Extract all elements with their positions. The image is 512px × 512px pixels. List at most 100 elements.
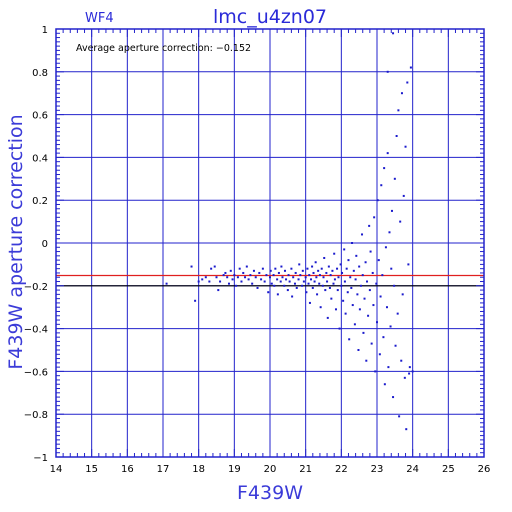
x-tick-label: 24	[406, 464, 419, 475]
data-point	[293, 282, 296, 285]
data-point	[318, 282, 321, 285]
data-point	[334, 308, 337, 311]
data-point	[256, 286, 259, 289]
data-point	[194, 299, 197, 302]
data-point	[369, 250, 372, 253]
data-point	[408, 366, 411, 369]
data-point	[240, 280, 243, 283]
data-point	[333, 278, 336, 281]
data-point	[312, 271, 315, 274]
data-point	[356, 293, 359, 296]
data-point	[408, 372, 411, 375]
data-point	[286, 289, 289, 292]
data-point	[353, 323, 356, 326]
data-point	[227, 282, 230, 285]
data-point	[340, 284, 343, 287]
data-point	[236, 276, 239, 279]
data-point	[338, 327, 341, 330]
data-point	[376, 321, 378, 324]
data-point	[292, 276, 295, 279]
data-point	[400, 359, 403, 362]
data-point	[215, 276, 218, 279]
data-point	[269, 269, 272, 272]
data-point	[315, 276, 318, 279]
data-point	[311, 286, 314, 289]
data-point	[331, 269, 334, 272]
data-point	[336, 289, 339, 292]
data-point	[348, 338, 351, 341]
data-point	[219, 280, 222, 283]
x-tick-label: 25	[442, 464, 455, 475]
data-point	[381, 274, 384, 277]
data-point	[332, 282, 335, 285]
y-tick-label: −0.8	[24, 410, 48, 421]
data-point	[383, 383, 386, 386]
chart-title: lmc_u4zn07	[213, 6, 327, 28]
y-tick-label: −0.2	[24, 282, 48, 293]
data-point	[366, 280, 369, 283]
data-point	[378, 353, 381, 356]
data-point	[314, 261, 317, 264]
data-point	[358, 308, 361, 311]
data-point	[344, 312, 347, 315]
data-point	[368, 224, 371, 227]
data-point	[291, 295, 294, 298]
data-point	[235, 284, 238, 287]
data-point	[367, 314, 370, 317]
annotation: Average aperture correction: −0.152	[76, 43, 251, 54]
data-point	[276, 293, 279, 296]
data-point	[269, 276, 271, 279]
data-point	[321, 284, 324, 287]
data-point	[389, 325, 392, 328]
data-point	[337, 276, 340, 279]
x-tick-label: 20	[264, 464, 277, 475]
data-point	[285, 278, 288, 281]
data-point	[392, 32, 395, 35]
data-point	[341, 271, 344, 274]
data-point	[347, 259, 350, 262]
data-point	[326, 316, 329, 319]
y-tick-label: 0.2	[32, 196, 48, 207]
x-tick-label: 22	[335, 464, 348, 475]
data-point	[383, 167, 386, 170]
data-point	[323, 256, 326, 259]
data-point	[363, 297, 366, 300]
x-tick-label: 18	[192, 464, 205, 475]
data-point	[290, 267, 293, 270]
data-point	[390, 267, 393, 270]
data-point	[351, 242, 354, 244]
data-point	[406, 81, 409, 84]
data-point	[302, 280, 305, 283]
data-point	[390, 209, 393, 212]
data-point	[197, 280, 200, 283]
data-point	[299, 274, 302, 277]
data-point	[313, 280, 316, 283]
data-point	[276, 278, 279, 281]
y-tick-label: 0.4	[32, 153, 48, 164]
data-point	[361, 274, 364, 277]
data-point	[328, 286, 331, 289]
data-point	[260, 278, 263, 281]
data-point	[380, 184, 383, 187]
data-point	[343, 280, 346, 283]
data-point	[322, 276, 325, 279]
data-point	[333, 252, 336, 255]
data-point	[304, 276, 307, 279]
y-tick-label: −1	[33, 453, 48, 464]
data-point	[395, 135, 398, 137]
data-point	[386, 70, 389, 73]
data-point	[388, 231, 391, 234]
data-point	[201, 278, 204, 281]
data-point	[361, 233, 364, 236]
data-point	[401, 293, 404, 296]
data-point	[274, 267, 277, 270]
data-point	[350, 286, 353, 289]
data-point	[308, 301, 311, 304]
data-point	[244, 276, 247, 279]
data-point	[231, 278, 234, 281]
data-point	[305, 291, 308, 294]
data-point	[297, 278, 300, 281]
data-point	[298, 263, 301, 266]
data-point	[386, 152, 389, 155]
